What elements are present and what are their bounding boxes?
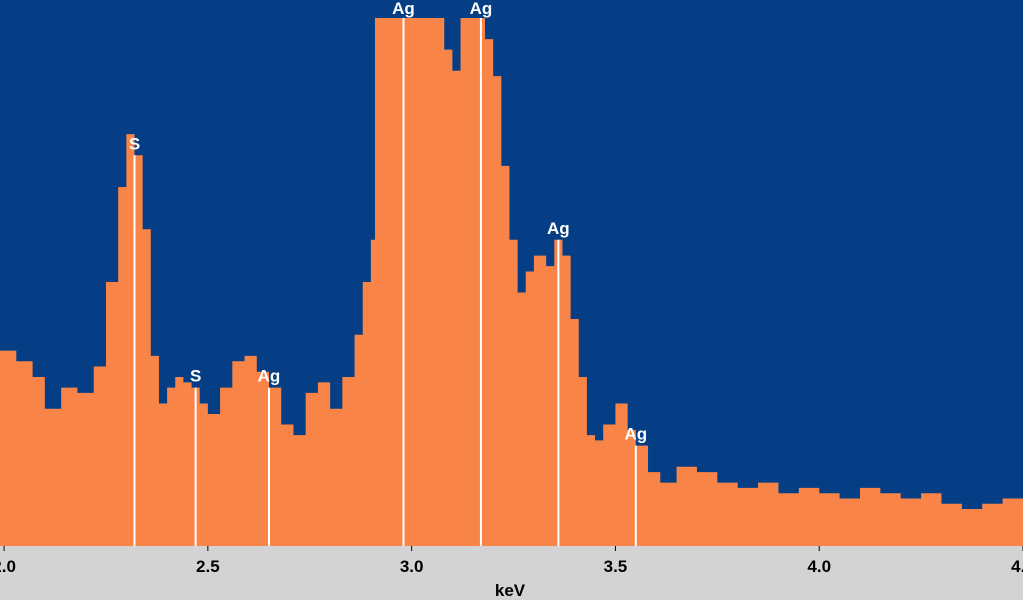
x-axis: 2.0 2.5 3.0 3.5 4.0 4.5 [0,546,1023,576]
x-tick-label: 4.5 [1011,557,1023,576]
x-tick-label: 2.5 [196,557,220,576]
peak-label: Ag [470,0,493,18]
peak-label: Ag [392,0,415,18]
peak-markers: S S Ag Ag Ag Ag Ag [129,0,647,546]
peak-label: S [129,134,140,153]
x-tick-label: 3.0 [400,557,424,576]
peak-label: Ag [258,367,281,386]
x-axis-label: keV [495,581,526,600]
peak-label: S [190,367,201,386]
peak-label: Ag [547,219,570,238]
spectrum-area [0,18,1023,546]
peak-label: Ag [624,425,647,444]
x-tick-label: 3.5 [604,557,628,576]
x-tick-label: 4.0 [807,557,831,576]
x-tick-label: 2.0 [0,557,16,576]
